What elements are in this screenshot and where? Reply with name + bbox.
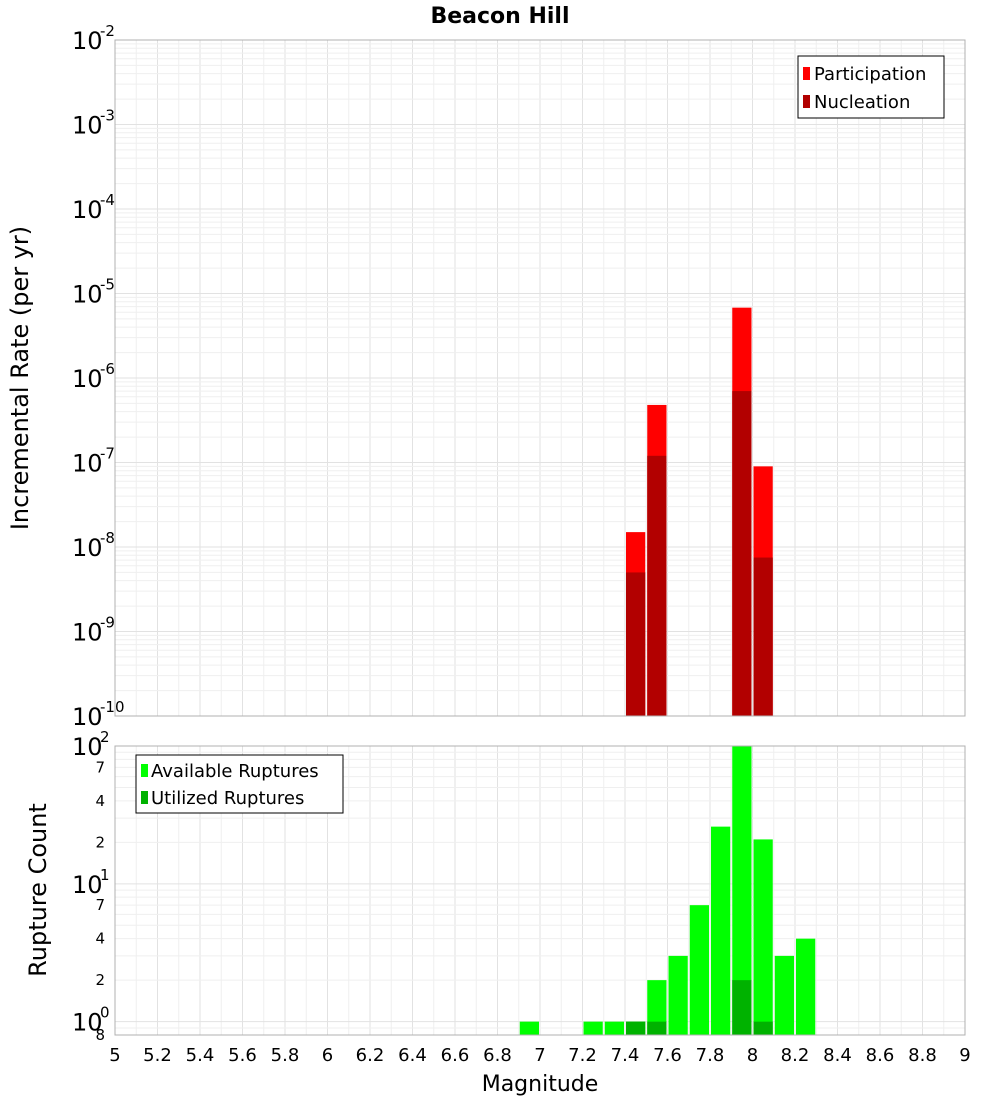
x-tick-label: 8.6 xyxy=(866,1045,895,1066)
y-minor-tick-label: 2 xyxy=(95,833,105,851)
y-tick-exponent: -2 xyxy=(100,22,115,40)
top-y-axis-label: Incremental Rate (per yr) xyxy=(6,226,34,530)
y-tick-label: 10 xyxy=(72,619,103,647)
x-tick-label: 7.8 xyxy=(696,1045,725,1066)
y-tick-label: 10 xyxy=(72,281,103,309)
chart-title: Beacon Hill xyxy=(430,4,569,29)
y-tick-exponent: -7 xyxy=(100,445,115,463)
legend-swatch-nucleation xyxy=(803,95,810,108)
x-tick-label: 7 xyxy=(534,1045,545,1066)
legend-swatch-participation xyxy=(803,67,810,80)
bar-nucleation xyxy=(626,572,646,716)
legend-label-utilized: Utilized Ruptures xyxy=(151,788,304,809)
y-tick-exponent: -9 xyxy=(100,614,115,632)
bar-available-ruptures xyxy=(796,938,816,1035)
bar-utilized-ruptures xyxy=(647,1021,667,1035)
y-minor-tick-label: 2 xyxy=(95,971,105,989)
bar-nucleation xyxy=(753,557,773,716)
x-tick-label: 6.4 xyxy=(398,1045,427,1066)
x-axis-ticks: 5 5.2 5.4 5.6 5.8 6 6.2 6.4 6.6 6.8 7 7.2 7.4 7.6 7.8 8… xyxy=(109,1045,970,1066)
y-tick-label: 10 xyxy=(72,27,103,55)
x-tick-label: 7.6 xyxy=(653,1045,682,1066)
y-tick-exponent: -8 xyxy=(100,529,115,547)
top-plot-frame xyxy=(114,39,966,717)
y-tick-label: 10 xyxy=(72,733,103,761)
y-tick-label: 10 xyxy=(72,112,103,140)
bar-nucleation xyxy=(647,455,667,716)
bar-available-ruptures xyxy=(583,1021,603,1035)
bar-nucleation xyxy=(732,391,752,716)
x-tick-label: 6.6 xyxy=(441,1045,470,1066)
x-axis-label: Magnitude xyxy=(482,1072,599,1097)
y-minor-tick-label: 8 xyxy=(95,1026,105,1044)
bar-available-ruptures xyxy=(519,1021,539,1035)
y-minor-tick-label: 7 xyxy=(95,896,105,914)
y-minor-tick-label: 4 xyxy=(95,792,105,810)
bar-available-ruptures xyxy=(647,980,667,1035)
x-tick-label: 8.8 xyxy=(908,1045,937,1066)
x-tick-label: 7.4 xyxy=(611,1045,640,1066)
x-tick-label: 6.8 xyxy=(483,1045,512,1066)
x-tick-label: 7.2 xyxy=(568,1045,597,1066)
bottom-legend-box xyxy=(135,754,344,814)
top-legend: Participation Nucleation xyxy=(797,55,945,119)
y-tick-exponent: -3 xyxy=(100,107,115,125)
legend-swatch-utilized xyxy=(141,791,148,804)
x-tick-label: 5.4 xyxy=(186,1045,215,1066)
x-tick-label: 5.6 xyxy=(228,1045,257,1066)
y-tick-label: 10 xyxy=(72,534,103,562)
x-tick-label: 8 xyxy=(747,1045,758,1066)
y-tick-label: 10 xyxy=(72,365,103,393)
x-tick-label: 5 xyxy=(109,1045,120,1066)
y-tick-exponent: -10 xyxy=(100,698,125,716)
y-tick-label: 10 xyxy=(72,703,103,731)
bar-available-ruptures xyxy=(774,955,794,1035)
x-tick-label: 5.8 xyxy=(271,1045,300,1066)
y-tick-exponent: -4 xyxy=(100,191,115,209)
y-tick-exponent: 0 xyxy=(100,1004,110,1022)
top-plot-bars xyxy=(626,307,773,716)
bar-utilized-ruptures xyxy=(732,980,752,1035)
bar-utilized-ruptures xyxy=(626,1021,646,1035)
y-minor-tick-label: 7 xyxy=(95,758,105,776)
legend-label-participation: Participation xyxy=(814,64,926,85)
bottom-legend: Available Ruptures Utilized Ruptures xyxy=(135,754,344,814)
bar-available-ruptures xyxy=(732,746,752,1035)
legend-label-nucleation: Nucleation xyxy=(814,92,910,113)
y-tick-exponent: -6 xyxy=(100,360,115,378)
bottom-plot-bars xyxy=(519,746,816,1035)
legend-label-available: Available Ruptures xyxy=(151,761,319,782)
y-tick-label: 10 xyxy=(72,450,103,478)
y-tick-exponent: -5 xyxy=(100,276,115,294)
y-tick-label: 10 xyxy=(72,871,103,899)
bottom-plot-frame xyxy=(114,745,966,1036)
y-tick-exponent: 1 xyxy=(100,866,110,884)
x-tick-label: 8.2 xyxy=(781,1045,810,1066)
top-plot-grid xyxy=(114,40,966,717)
bottom-y-axis-label: Rupture Count xyxy=(24,803,52,977)
bar-available-ruptures xyxy=(753,839,773,1035)
legend-swatch-available xyxy=(141,764,148,777)
y-tick-label: 10 xyxy=(72,1009,103,1037)
bar-available-ruptures xyxy=(668,955,688,1035)
x-tick-label: 8.4 xyxy=(823,1045,852,1066)
x-tick-label: 9 xyxy=(959,1045,970,1066)
bar-available-ruptures xyxy=(711,826,731,1035)
y-minor-tick-label: 4 xyxy=(95,930,105,948)
y-tick-label: 10 xyxy=(72,196,103,224)
x-tick-label: 6 xyxy=(322,1045,333,1066)
bar-utilized-ruptures xyxy=(753,1021,773,1035)
bar-available-ruptures xyxy=(689,905,709,1035)
x-tick-label: 6.2 xyxy=(356,1045,385,1066)
y-tick-exponent: 2 xyxy=(100,728,110,746)
top-legend-box xyxy=(797,55,945,119)
bar-available-ruptures xyxy=(604,1021,624,1035)
x-tick-label: 5.2 xyxy=(143,1045,172,1066)
